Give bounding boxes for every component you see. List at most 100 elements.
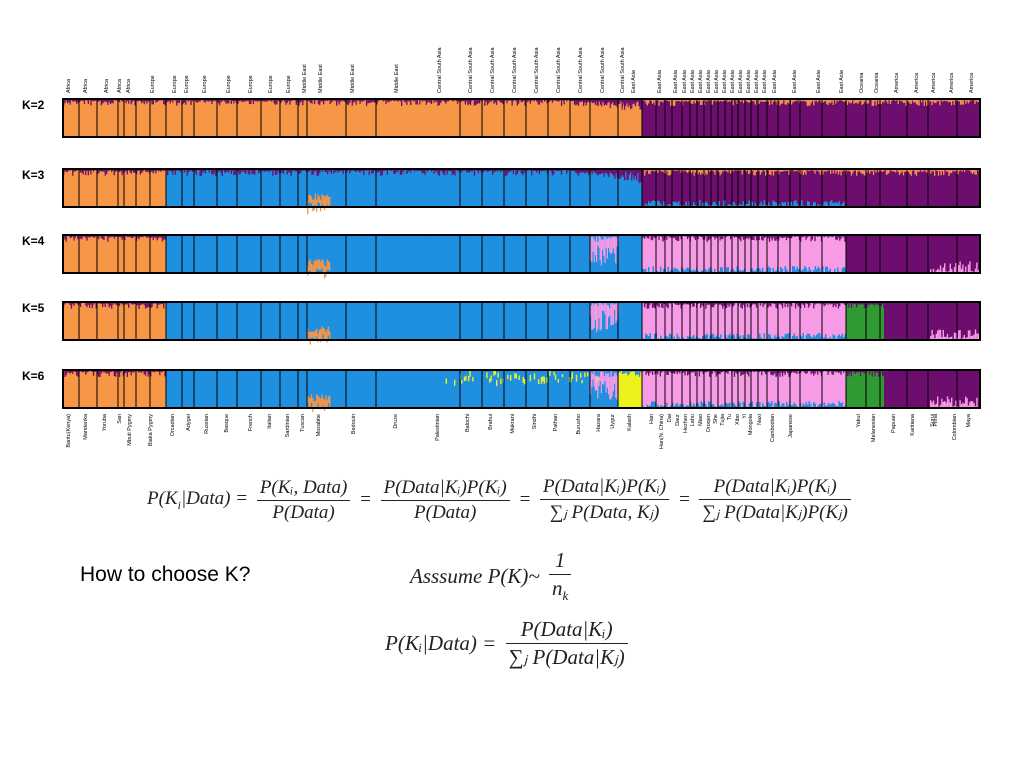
admixture-figure: Africa Africa Africa Africa Africa Europe Euro… bbox=[22, 47, 981, 449]
population-label: Yi bbox=[742, 414, 748, 419]
population-label: Balochi bbox=[465, 414, 471, 432]
population-label: Oroqen bbox=[706, 414, 712, 432]
fraction-3: P(Data|Kᵢ)P(Kᵢ) ∑ⱼ P(Data, Kⱼ) bbox=[540, 476, 670, 524]
population-label: Yakut bbox=[856, 414, 862, 428]
region-label: East Asia bbox=[839, 69, 845, 93]
population-label: Makrani bbox=[510, 414, 516, 434]
population-label: Melanesian bbox=[871, 414, 877, 442]
population-label: Palestinian bbox=[435, 414, 441, 441]
region-label: Oceania bbox=[859, 72, 865, 93]
region-label: America bbox=[914, 72, 920, 93]
population-label: She bbox=[713, 414, 719, 424]
population-label: French bbox=[248, 414, 254, 431]
panel-k4: K=4 bbox=[22, 234, 981, 279]
panel-border bbox=[62, 234, 981, 274]
population-label: Lahu bbox=[690, 414, 696, 426]
region-label: East Asia bbox=[816, 69, 822, 93]
region-label: Europe bbox=[226, 75, 232, 93]
region-fill bbox=[63, 235, 166, 273]
population-label: Adygei bbox=[186, 414, 192, 431]
population-label: Xibo bbox=[735, 414, 741, 425]
region-label: America bbox=[949, 72, 955, 93]
region-label: Europe bbox=[286, 75, 292, 93]
population-label: Bedouin bbox=[351, 414, 357, 434]
fraction-1: P(Kᵢ, Data) P(Data) bbox=[256, 477, 351, 524]
population-label: Brahui bbox=[488, 414, 494, 430]
population-label: Mongola bbox=[748, 413, 754, 435]
region-fill bbox=[642, 169, 846, 207]
region-fill bbox=[846, 370, 884, 408]
region-label: America bbox=[969, 72, 975, 93]
population-label: Kalash bbox=[627, 414, 633, 431]
population-label: Miao bbox=[698, 414, 704, 426]
region-label: East Asia bbox=[706, 69, 712, 93]
region-fill bbox=[63, 99, 166, 137]
region-label: Middle East bbox=[318, 64, 324, 93]
population-label: Sardinian bbox=[285, 414, 291, 437]
population-label: Tu bbox=[727, 414, 733, 420]
panel-k3: K=3 bbox=[22, 168, 981, 215]
population-label: Han bbox=[649, 414, 655, 424]
posterior-equation: P(Kᵢ|Data) = P(Data|Kᵢ) ∑ⱼ P(Data|Kⱼ) bbox=[385, 617, 632, 670]
region-label: East Asia bbox=[772, 69, 778, 93]
panel-label: K=4 bbox=[22, 234, 45, 248]
region-label: East Asia bbox=[631, 69, 637, 93]
fraction-2: P(Data|Kᵢ)P(Kᵢ) P(Data) bbox=[380, 477, 510, 524]
population-label: Druze bbox=[393, 414, 399, 429]
population-label: Mbuti Pygmy bbox=[127, 414, 133, 446]
population-label: Hezhen bbox=[683, 414, 689, 433]
region-fill bbox=[63, 169, 166, 207]
panel-label: K=6 bbox=[22, 369, 45, 383]
population-label: Mandenka bbox=[83, 413, 89, 440]
population-label: Daur bbox=[675, 414, 681, 426]
population-label: Cambodian bbox=[770, 414, 776, 442]
panel-label: K=3 bbox=[22, 168, 45, 182]
region-label: Central South Asia bbox=[437, 47, 443, 93]
region-labels: Africa Africa Africa Africa Africa Europe Euro… bbox=[66, 47, 975, 93]
population-label: Colombian bbox=[952, 414, 958, 440]
population-label: San bbox=[117, 414, 123, 424]
region-label: Central South Asia bbox=[620, 47, 626, 93]
population-labels: Bantu(Kenya) Mandenka Yoruba San Mbuti Pygmy… bbox=[66, 413, 972, 449]
region-fill bbox=[884, 99, 980, 137]
region-label: East Asia bbox=[762, 69, 768, 93]
panel-border bbox=[62, 369, 981, 409]
population-label: Bantu(Kenya) bbox=[66, 414, 72, 448]
population-label: Tujia bbox=[720, 413, 726, 426]
region-label: East Asia bbox=[682, 69, 688, 93]
population-label: Burusho bbox=[576, 414, 582, 435]
population-label: Yoruba bbox=[102, 413, 108, 431]
prior-assumption: Asssume P(K)~ 1 nk bbox=[410, 548, 575, 604]
region-label: Central South Asia bbox=[534, 47, 540, 93]
region-label: America bbox=[931, 72, 937, 93]
region-fill bbox=[307, 99, 460, 137]
region-fill bbox=[846, 302, 884, 340]
population-label: Karitiana bbox=[910, 413, 916, 436]
region-label: Africa bbox=[126, 78, 132, 93]
region-label: East Asia bbox=[792, 69, 798, 93]
panel-k2: K=2 bbox=[22, 98, 981, 138]
region-label: Central South Asia bbox=[556, 47, 562, 93]
panel-border bbox=[62, 98, 981, 138]
region-label: Europe bbox=[172, 75, 178, 93]
panel-border bbox=[62, 168, 981, 208]
region-fill bbox=[460, 169, 642, 207]
region-label: Europe bbox=[268, 75, 274, 93]
region-label: East Asia bbox=[690, 69, 696, 93]
region-fill bbox=[307, 169, 460, 207]
region-fill bbox=[63, 370, 166, 408]
region-fill bbox=[63, 302, 166, 340]
population-label: Pathan bbox=[553, 414, 559, 431]
region-fill bbox=[884, 370, 980, 408]
panel-k5: K=5 bbox=[22, 301, 981, 345]
region-fill bbox=[642, 302, 846, 340]
region-label: East Asia bbox=[754, 69, 760, 93]
region-label: Africa bbox=[66, 78, 72, 93]
kalash-cluster bbox=[618, 370, 642, 408]
bayes-equation: P(Ki|Data) = P(Kᵢ, Data) P(Data) = P(Data… bbox=[147, 476, 855, 524]
region-label: Africa bbox=[104, 78, 110, 93]
region-fill bbox=[642, 235, 846, 273]
question-text: How to choose K? bbox=[80, 563, 251, 586]
panel-label: K=2 bbox=[22, 98, 45, 112]
panel-k6: K=6 bbox=[22, 369, 981, 412]
